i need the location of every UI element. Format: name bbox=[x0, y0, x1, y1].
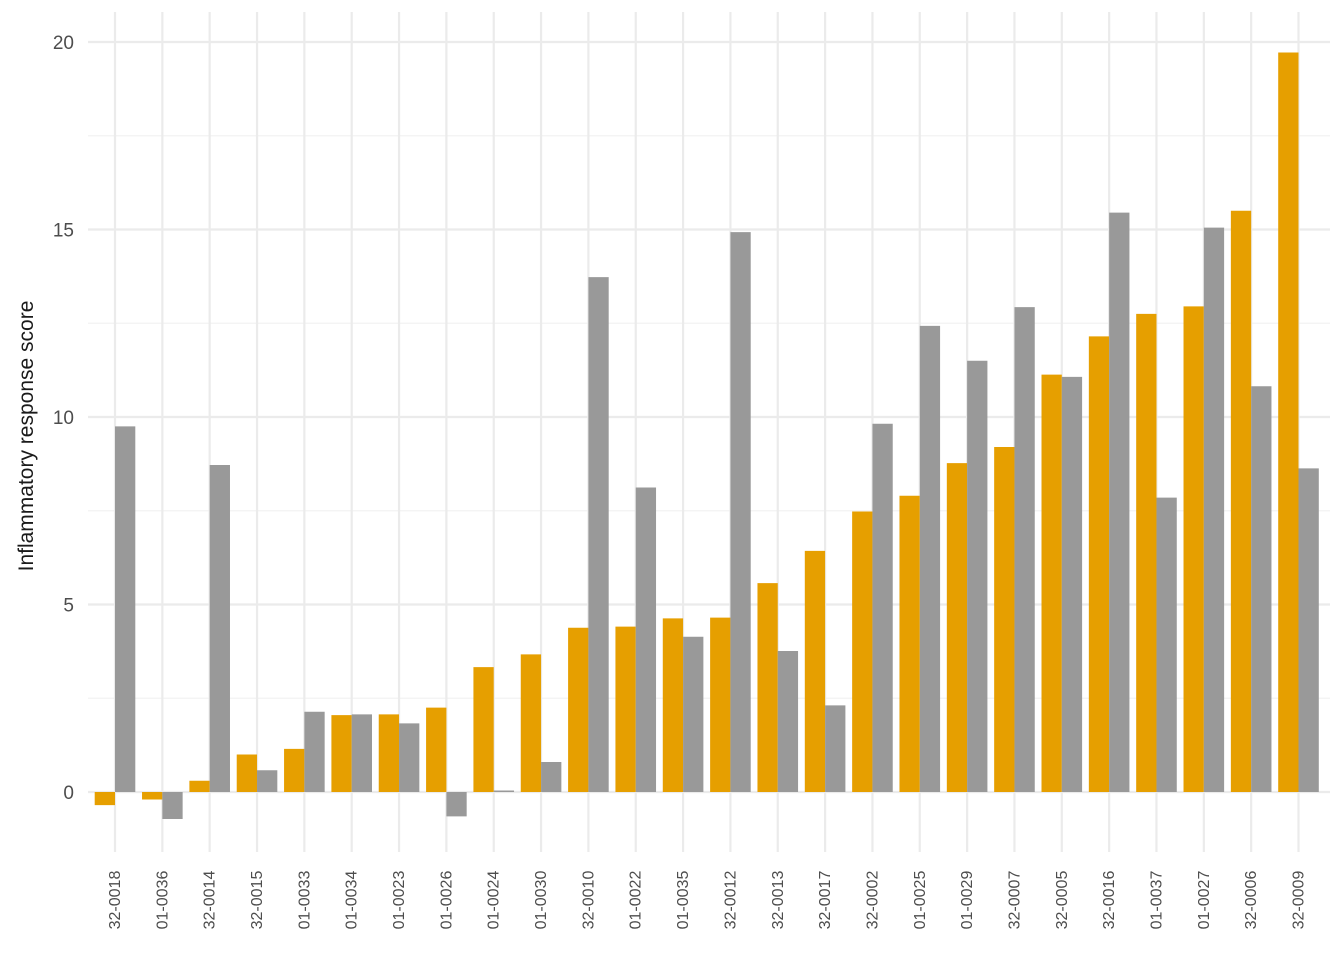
bar-series-1 bbox=[615, 626, 636, 792]
y-tick-label: 10 bbox=[53, 408, 74, 429]
x-tick-label: 01-0037 bbox=[1148, 871, 1165, 930]
x-tick-label: 32-0014 bbox=[202, 871, 219, 930]
bar-series-1 bbox=[142, 792, 163, 800]
x-tick-label: 32-0015 bbox=[249, 871, 266, 930]
bar-series-1 bbox=[568, 627, 589, 792]
bar-series-1 bbox=[994, 447, 1015, 792]
y-tick-label: 20 bbox=[53, 33, 74, 54]
bar-series-2 bbox=[446, 792, 467, 817]
y-axis-tick-labels: 0 5 10 15 20 bbox=[53, 33, 74, 804]
bar-series-1 bbox=[899, 495, 920, 792]
bar-series-1 bbox=[236, 754, 258, 792]
x-tick-label: 32-0010 bbox=[580, 871, 597, 930]
x-tick-label: 32-0006 bbox=[1243, 871, 1260, 930]
bar-series-2 bbox=[635, 487, 657, 792]
bar-series-2 bbox=[493, 790, 515, 792]
bar-series-1 bbox=[1230, 210, 1252, 792]
bar-series-2 bbox=[351, 714, 372, 792]
bar-series-2 bbox=[683, 636, 704, 792]
bar-series-2 bbox=[967, 360, 988, 792]
bar-series-1 bbox=[94, 792, 115, 806]
bar-series-2 bbox=[1014, 307, 1035, 792]
bar-series-2 bbox=[1156, 497, 1177, 792]
x-tick-label: 32-0002 bbox=[864, 871, 881, 930]
x-tick-label: 01-0036 bbox=[154, 871, 171, 930]
bar-series-2 bbox=[872, 423, 893, 792]
x-tick-label: 32-0009 bbox=[1291, 871, 1308, 930]
x-tick-label: 01-0022 bbox=[628, 871, 645, 930]
x-tick-label: 01-0023 bbox=[391, 871, 408, 930]
bar-series-2 bbox=[304, 711, 325, 792]
bar-series-1 bbox=[710, 617, 731, 792]
bar-series-1 bbox=[378, 714, 400, 792]
bar-series-1 bbox=[1136, 313, 1157, 792]
bar-series-2 bbox=[1061, 376, 1083, 792]
y-tick-label: 5 bbox=[63, 596, 74, 617]
bar-series-1 bbox=[1278, 52, 1299, 792]
bar-series-2 bbox=[1203, 227, 1225, 792]
bar-series-1 bbox=[804, 550, 826, 792]
bar-series-1 bbox=[331, 715, 352, 792]
bar-series-2 bbox=[257, 770, 278, 792]
bar-series-2 bbox=[1298, 468, 1319, 792]
bar-series-1 bbox=[757, 583, 778, 792]
bar-series-2 bbox=[162, 792, 183, 819]
y-axis-title: Inflammatory response score bbox=[15, 301, 38, 572]
bar-series-2 bbox=[777, 651, 799, 792]
x-tick-label: 32-0013 bbox=[770, 871, 787, 930]
bar-series-2 bbox=[1109, 212, 1130, 792]
bar-series-1 bbox=[473, 667, 494, 792]
bar-series-1 bbox=[946, 463, 968, 792]
bar-series-1 bbox=[189, 780, 210, 792]
bar-series-1 bbox=[284, 748, 305, 792]
bar-series-1 bbox=[852, 511, 873, 792]
x-tick-label: 01-0026 bbox=[438, 871, 455, 930]
bar-series-2 bbox=[541, 762, 562, 792]
bar-series-1 bbox=[1183, 306, 1204, 792]
bar-series-2 bbox=[1251, 386, 1272, 792]
y-tick-label: 15 bbox=[53, 221, 74, 242]
x-tick-label: 32-0007 bbox=[1006, 871, 1023, 930]
bar-series-2 bbox=[209, 465, 230, 792]
y-tick-label: 0 bbox=[63, 783, 74, 804]
x-tick-label: 32-0012 bbox=[722, 871, 739, 930]
bar-series-2 bbox=[399, 723, 420, 792]
x-tick-label: 01-0024 bbox=[486, 871, 503, 930]
x-tick-label: 32-0017 bbox=[817, 871, 834, 930]
bar-series-2 bbox=[730, 232, 751, 792]
bar-series-2 bbox=[115, 426, 136, 792]
x-tick-label: 01-0027 bbox=[1196, 871, 1213, 930]
bar-series-2 bbox=[588, 277, 609, 792]
x-tick-label: 01-0033 bbox=[296, 871, 313, 930]
x-tick-label: 01-0034 bbox=[344, 871, 361, 930]
x-tick-label: 01-0025 bbox=[912, 871, 929, 930]
x-tick-label: 01-0029 bbox=[959, 871, 976, 930]
bar-series-1 bbox=[426, 707, 447, 792]
bar-series-1 bbox=[520, 654, 542, 792]
x-tick-label: 01-0030 bbox=[533, 871, 550, 930]
x-axis-tick-labels: 32-0018 01-0036 32-0014 32-0015 01-0033 01-00… bbox=[107, 871, 1308, 930]
bars bbox=[94, 52, 1319, 819]
x-tick-label: 01-0035 bbox=[675, 871, 692, 930]
bar-series-2 bbox=[919, 325, 941, 792]
x-tick-label: 32-0016 bbox=[1101, 871, 1118, 930]
bar-series-2 bbox=[825, 705, 846, 792]
bar-series-1 bbox=[1088, 336, 1110, 792]
x-tick-label: 32-0018 bbox=[107, 871, 124, 930]
bar-series-1 bbox=[662, 618, 684, 792]
x-tick-label: 32-0005 bbox=[1054, 871, 1071, 930]
bar-series-1 bbox=[1041, 374, 1062, 792]
